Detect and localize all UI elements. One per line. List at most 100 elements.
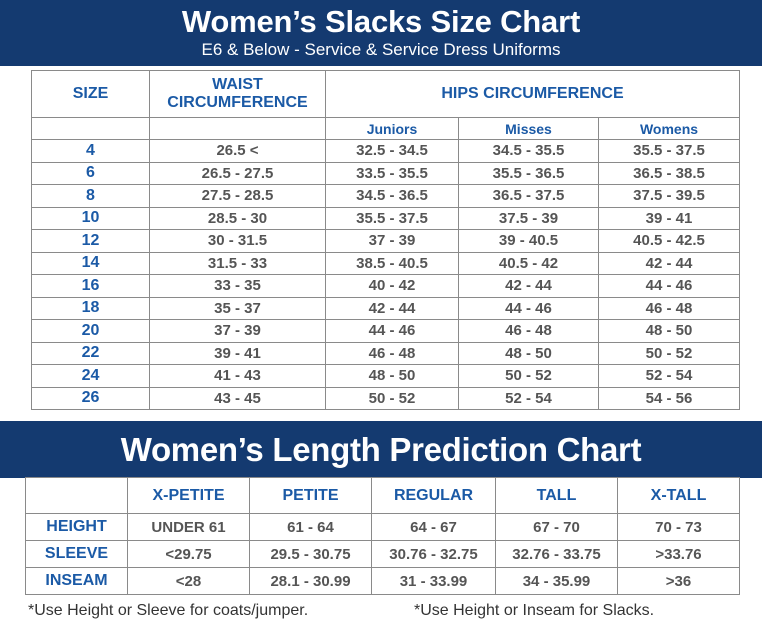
size-value: 14	[31, 251, 150, 275]
juniors-value: 50 - 52	[325, 386, 459, 410]
slacks-chart-subtitle: E6 & Below - Service & Service Dress Uni…	[201, 40, 561, 59]
length-prediction-table: X-PETITE PETITE REGULAR TALL X-TALL HEIGHT UN…	[25, 477, 740, 595]
size-row: 6 26.5 - 27.5 33.5 - 35.5 35.5 - 36.5 36.5 -…	[31, 161, 740, 185]
size-row: 26 43 - 45 50 - 52 52 - 54 54 - 56	[31, 386, 740, 410]
length-corner-empty	[25, 477, 128, 514]
length-row-label: INSEAM	[25, 567, 128, 595]
length-chart-title: Women’s Length Prediction Chart	[120, 431, 642, 468]
misses-value: 42 - 44	[458, 274, 599, 298]
size-row: 12 30 - 31.5 37 - 39 39 - 40.5 40.5 - 42.5	[31, 229, 740, 253]
size-value: 22	[31, 341, 150, 365]
womens-value: 39 - 41	[598, 206, 740, 230]
slacks-size-table: SIZE WAIST CIRCUMFERENCE HIPS CIRCUMFERE…	[31, 70, 740, 410]
length-row: HEIGHT UNDER 61 61 - 64 64 - 67 67 - 70 70 - …	[25, 513, 740, 541]
size-row: 22 39 - 41 46 - 48 48 - 50 50 - 52	[31, 341, 740, 365]
waist-value: 35 - 37	[149, 296, 326, 320]
juniors-value: 35.5 - 37.5	[325, 206, 459, 230]
womens-header: Womens	[598, 117, 740, 140]
misses-value: 39 - 40.5	[458, 229, 599, 253]
length-value: >33.76	[617, 540, 740, 568]
length-column-header: TALL	[495, 477, 618, 514]
waist-value: 26.5 - 27.5	[149, 161, 326, 185]
juniors-value: 38.5 - 40.5	[325, 251, 459, 275]
length-value: <28	[127, 567, 250, 595]
length-row-label: SLEEVE	[25, 540, 128, 568]
misses-value: 44 - 46	[458, 296, 599, 320]
size-subheader-empty	[31, 117, 150, 140]
size-value: 26	[31, 386, 150, 410]
waist-value: 26.5 <	[149, 139, 326, 163]
waist-value: 27.5 - 28.5	[149, 184, 326, 208]
slacks-chart-title: Women’s Slacks Size Chart	[181, 4, 581, 39]
size-row: 4 26.5 <32.5 - 34.5 34.5 - 35.5 35.5 - 37.5	[31, 139, 740, 163]
size-value: 16	[31, 274, 150, 298]
misses-value: 46 - 48	[458, 319, 599, 343]
size-row: 16 33 - 35 40 - 42 42 - 44 44 - 46	[31, 274, 740, 298]
womens-value: 40.5 - 42.5	[598, 229, 740, 253]
length-value: 61 - 64	[249, 513, 372, 541]
size-value: 24	[31, 364, 150, 388]
size-header: SIZE	[31, 70, 150, 118]
size-row: 20 37 - 39 44 - 46 46 - 48 48 - 50	[31, 319, 740, 343]
length-column-header: REGULAR	[371, 477, 496, 514]
length-value: >36	[617, 567, 740, 595]
waist-value: 41 - 43	[149, 364, 326, 388]
waist-value: 31.5 - 33	[149, 251, 326, 275]
length-value: UNDER 61	[127, 513, 250, 541]
juniors-value: 37 - 39	[325, 229, 459, 253]
length-chart-banner: Women’s Length Prediction Chart	[0, 421, 762, 478]
length-column-header: X-TALL	[617, 477, 740, 514]
slacks-chart-banner: Women’s Slacks Size Chart E6 & Below - S…	[0, 0, 762, 66]
waist-subheader-empty	[149, 117, 326, 140]
footnote-coats: *Use Height or Sleeve for coats/jumper.	[28, 602, 309, 619]
waist-value: 37 - 39	[149, 319, 326, 343]
length-value: 34 - 35.99	[495, 567, 618, 595]
size-value: 4	[31, 139, 150, 163]
juniors-value: 33.5 - 35.5	[325, 161, 459, 185]
size-value: 12	[31, 229, 150, 253]
juniors-value: 34.5 - 36.5	[325, 184, 459, 208]
womens-value: 42 - 44	[598, 251, 740, 275]
size-row: 24 41 - 43 48 - 50 50 - 52 52 - 54	[31, 364, 740, 388]
misses-value: 52 - 54	[458, 386, 599, 410]
length-value: 32.76 - 33.75	[495, 540, 618, 568]
length-row: SLEEVE <29.75 29.5 - 30.75 30.76 - 32.75 32.…	[25, 540, 740, 568]
juniors-value: 40 - 42	[325, 274, 459, 298]
misses-value: 40.5 - 42	[458, 251, 599, 275]
size-row: 18 35 - 37 42 - 44 44 - 46 46 - 48	[31, 296, 740, 320]
waist-value: 33 - 35	[149, 274, 326, 298]
size-value: 8	[31, 184, 150, 208]
waist-value: 30 - 31.5	[149, 229, 326, 253]
length-value: 30.76 - 32.75	[371, 540, 496, 568]
length-column-header: PETITE	[249, 477, 372, 514]
length-value: 70 - 73	[617, 513, 740, 541]
length-value: 31 - 33.99	[371, 567, 496, 595]
waist-value: 43 - 45	[149, 386, 326, 410]
length-value: 28.1 - 30.99	[249, 567, 372, 595]
juniors-value: 46 - 48	[325, 341, 459, 365]
hips-header: HIPS CIRCUMFERENCE	[325, 70, 740, 118]
length-column-header: X-PETITE	[127, 477, 250, 514]
womens-value: 50 - 52	[598, 341, 740, 365]
womens-value: 46 - 48	[598, 296, 740, 320]
size-value: 18	[31, 296, 150, 320]
length-row-label: HEIGHT	[25, 513, 128, 541]
length-value: 64 - 67	[371, 513, 496, 541]
waist-header: WAIST CIRCUMFERENCE	[149, 70, 326, 118]
misses-value: 50 - 52	[458, 364, 599, 388]
misses-header: Misses	[458, 117, 599, 140]
womens-value: 48 - 50	[598, 319, 740, 343]
length-value: 67 - 70	[495, 513, 618, 541]
misses-value: 34.5 - 35.5	[458, 139, 599, 163]
juniors-header: Juniors	[325, 117, 459, 140]
womens-value: 52 - 54	[598, 364, 740, 388]
misses-value: 48 - 50	[458, 341, 599, 365]
size-row: 10 28.5 - 30 35.5 - 37.5 37.5 - 39 39 - 41	[31, 206, 740, 230]
womens-value: 36.5 - 38.5	[598, 161, 740, 185]
size-value: 6	[31, 161, 150, 185]
waist-value: 28.5 - 30	[149, 206, 326, 230]
length-row: INSEAM <28 28.1 - 30.99 31 - 33.99 34 - 35.9…	[25, 567, 740, 595]
juniors-value: 48 - 50	[325, 364, 459, 388]
size-value: 10	[31, 206, 150, 230]
misses-value: 35.5 - 36.5	[458, 161, 599, 185]
